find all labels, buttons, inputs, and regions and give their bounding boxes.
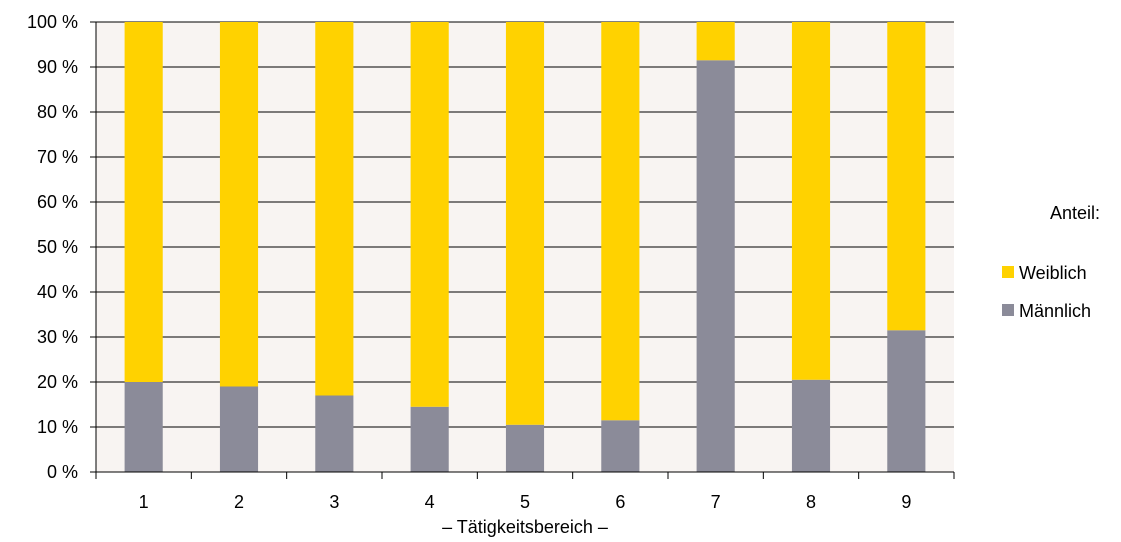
y-tick-label: 30 % — [37, 327, 78, 347]
bar-m-nnlich-7 — [696, 60, 735, 472]
legend-title: Anteil: — [1050, 203, 1100, 223]
bar-weiblich-1 — [124, 22, 163, 382]
x-tick-label: 5 — [520, 492, 530, 512]
bar-weiblich-9 — [887, 22, 926, 331]
y-tick-label: 20 % — [37, 372, 78, 392]
x-tick-label: 9 — [901, 492, 911, 512]
bar-m-nnlich-1 — [124, 382, 163, 472]
y-tick-label: 50 % — [37, 237, 78, 257]
y-tick-label: 60 % — [37, 192, 78, 212]
bar-weiblich-5 — [505, 22, 545, 425]
y-tick-label: 100 % — [27, 12, 78, 32]
legend: Anteil: Weiblich Männlich — [1002, 203, 1100, 321]
y-tick-label: 70 % — [37, 147, 78, 167]
x-tick-label: 2 — [234, 492, 244, 512]
bar-m-nnlich-9 — [887, 330, 926, 472]
bar-m-nnlich-3 — [315, 395, 354, 472]
bar-m-nnlich-2 — [219, 386, 259, 472]
x-axis-title: – Tätigkeitsbereich – — [442, 517, 608, 537]
bars — [124, 22, 926, 472]
bar-m-nnlich-4 — [410, 406, 449, 472]
x-axis: 1 2 3 4 5 6 7 8 9 — [95, 471, 955, 512]
legend-swatch — [1002, 266, 1014, 278]
y-tick-label: 40 % — [37, 282, 78, 302]
x-tick-label: 6 — [615, 492, 625, 512]
bar-weiblich-6 — [601, 22, 640, 421]
x-tick-label: 3 — [329, 492, 339, 512]
x-tick-label: 7 — [711, 492, 721, 512]
legend-entry: Männlich — [1019, 301, 1091, 321]
legend-entry: Weiblich — [1019, 263, 1087, 283]
bar-m-nnlich-8 — [791, 379, 831, 472]
bar-weiblich-4 — [410, 22, 449, 407]
y-tick-label: 10 % — [37, 417, 78, 437]
x-tick-label: 1 — [139, 492, 149, 512]
x-tick-label: 4 — [425, 492, 435, 512]
y-tick-label: 0 % — [47, 462, 78, 482]
x-tick-label: 8 — [806, 492, 816, 512]
bar-m-nnlich-5 — [505, 424, 545, 472]
y-tick-label: 80 % — [37, 102, 78, 122]
legend-swatch — [1002, 304, 1014, 316]
bar-weiblich-7 — [696, 22, 735, 61]
bar-m-nnlich-6 — [601, 420, 640, 472]
bar-weiblich-8 — [791, 22, 831, 380]
bar-weiblich-3 — [315, 22, 354, 396]
y-tick-label: 90 % — [37, 57, 78, 77]
bar-weiblich-2 — [219, 22, 259, 387]
y-axis: 0 % 10 % 20 % 30 % 40 % 50 % 60 % 70 % 80 % 90 % 1… — [27, 12, 97, 482]
